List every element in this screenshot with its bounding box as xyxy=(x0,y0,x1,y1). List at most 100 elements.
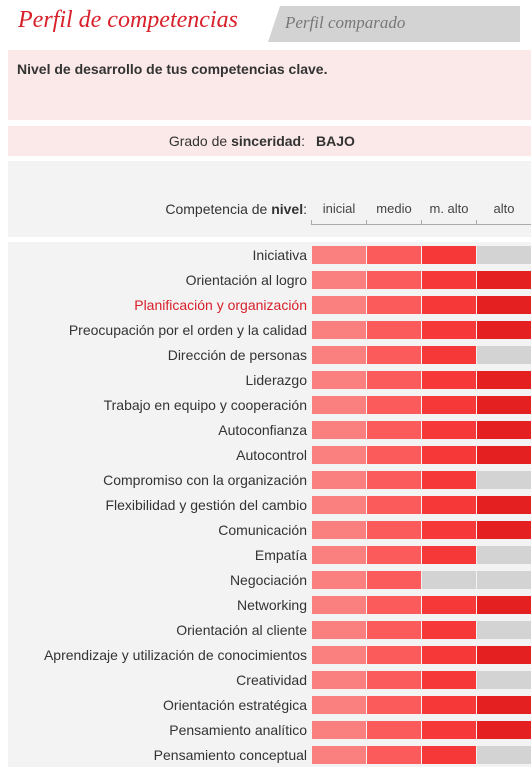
sincerity-panel xyxy=(8,126,531,156)
tab-corner xyxy=(268,6,280,42)
bar-segment xyxy=(367,621,421,639)
tab-bar: Perfil de competencias Perfil comparado xyxy=(0,0,531,42)
bar-empty-segment xyxy=(477,471,531,489)
bar-segment xyxy=(477,421,531,439)
competency-label: Creatividad xyxy=(236,672,307,688)
bar-segment xyxy=(367,321,421,339)
bar-segment xyxy=(367,421,421,439)
level-header-panel xyxy=(8,161,531,237)
level-label-1: medio xyxy=(376,201,412,216)
bar-segment xyxy=(477,496,531,514)
competency-label: Empatía xyxy=(254,547,307,563)
competency-label: Autoconfianza xyxy=(218,422,307,438)
bar-segment xyxy=(422,321,476,339)
bar-segment xyxy=(367,596,421,614)
bar-segment xyxy=(477,371,531,389)
bar-segment xyxy=(312,646,366,664)
bar-segment xyxy=(422,646,476,664)
description-text: Nivel de desarrollo de tus competencias … xyxy=(17,61,328,77)
competency-label: Comunicación xyxy=(218,522,307,538)
tab-perfil-competencias[interactable]: Perfil de competencias xyxy=(0,0,268,42)
bar-segment xyxy=(477,646,531,664)
competency-label: Compromiso con la organización xyxy=(103,472,307,488)
bar-segment xyxy=(422,521,476,539)
competency-label: Dirección de personas xyxy=(167,347,307,363)
bar-segment xyxy=(422,396,476,414)
bar-empty-segment xyxy=(477,346,531,364)
bar-empty-segment xyxy=(477,246,531,264)
bar-segment xyxy=(367,671,421,689)
bar-segment xyxy=(422,696,476,714)
sincerity-label: Grado de sinceridad: xyxy=(168,133,305,149)
level-label-2: m. alto xyxy=(429,201,469,216)
bar-segment xyxy=(477,721,531,739)
bar-segment xyxy=(312,571,366,589)
bar-segment xyxy=(367,496,421,514)
bar-segment xyxy=(422,596,476,614)
bar-segment xyxy=(312,321,366,339)
level-tick xyxy=(421,220,422,225)
bar-segment xyxy=(477,596,531,614)
bar-segment xyxy=(367,571,421,589)
bar-empty-segment xyxy=(477,671,531,689)
competency-label: Pensamiento analítico xyxy=(169,722,307,738)
bar-segment xyxy=(477,446,531,464)
bar-segment xyxy=(367,246,421,264)
bar-segment xyxy=(477,696,531,714)
bar-segment xyxy=(312,396,366,414)
bar-segment xyxy=(422,371,476,389)
bar-segment xyxy=(422,746,476,764)
bar-segment xyxy=(367,546,421,564)
bar-empty-segment xyxy=(477,571,531,589)
bar-segment xyxy=(477,521,531,539)
bar-segment xyxy=(312,671,366,689)
competency-label: Planificación y organización xyxy=(134,297,307,313)
bar-segment xyxy=(312,596,366,614)
competency-label: Trabajo en equipo y cooperación xyxy=(103,397,307,413)
competency-label: Autocontrol xyxy=(236,447,307,463)
bar-segment xyxy=(312,421,366,439)
description-panel xyxy=(8,50,531,120)
competency-label: Pensamiento conceptual xyxy=(153,747,307,763)
level-axis xyxy=(312,224,531,225)
bar-segment xyxy=(367,446,421,464)
bar-segment xyxy=(422,721,476,739)
bar-empty-segment xyxy=(422,571,476,589)
bar-segment xyxy=(422,471,476,489)
bar-segment xyxy=(422,546,476,564)
level-tick xyxy=(366,220,367,225)
bar-segment xyxy=(312,621,366,639)
bar-segment xyxy=(312,496,366,514)
bar-segment xyxy=(312,271,366,289)
level-label-0: inicial xyxy=(322,201,356,216)
bar-segment xyxy=(422,271,476,289)
bar-segment xyxy=(312,546,366,564)
bar-segment xyxy=(367,371,421,389)
competency-label: Orientación estratégica xyxy=(163,697,307,713)
competency-label: Flexibilidad y gestión del cambio xyxy=(105,497,307,513)
bar-segment xyxy=(312,721,366,739)
tab-perfil-comparado[interactable]: Perfil comparado xyxy=(268,6,520,42)
level-tick xyxy=(476,220,477,225)
bar-segment xyxy=(477,321,531,339)
bar-segment xyxy=(312,446,366,464)
bar-segment xyxy=(477,396,531,414)
bar-segment xyxy=(312,696,366,714)
bar-segment xyxy=(367,346,421,364)
competency-label: Negociación xyxy=(229,572,307,588)
competency-label: Networking xyxy=(236,597,307,613)
competency-label: Orientación al logro xyxy=(185,272,307,288)
bar-segment xyxy=(367,271,421,289)
level-label-3: alto xyxy=(493,201,515,216)
competency-label: Aprendizaje y utilización de conocimient… xyxy=(43,647,307,663)
bar-segment xyxy=(477,296,531,314)
bar-segment xyxy=(367,696,421,714)
level-tick xyxy=(311,220,312,225)
tab-perfil-competencias-label: Perfil de competencias xyxy=(18,7,238,33)
bar-segment xyxy=(367,296,421,314)
bar-segment xyxy=(422,446,476,464)
bar-segment xyxy=(312,521,366,539)
bar-segment xyxy=(422,346,476,364)
bar-segment xyxy=(422,496,476,514)
competency-label: Iniciativa xyxy=(252,247,307,263)
